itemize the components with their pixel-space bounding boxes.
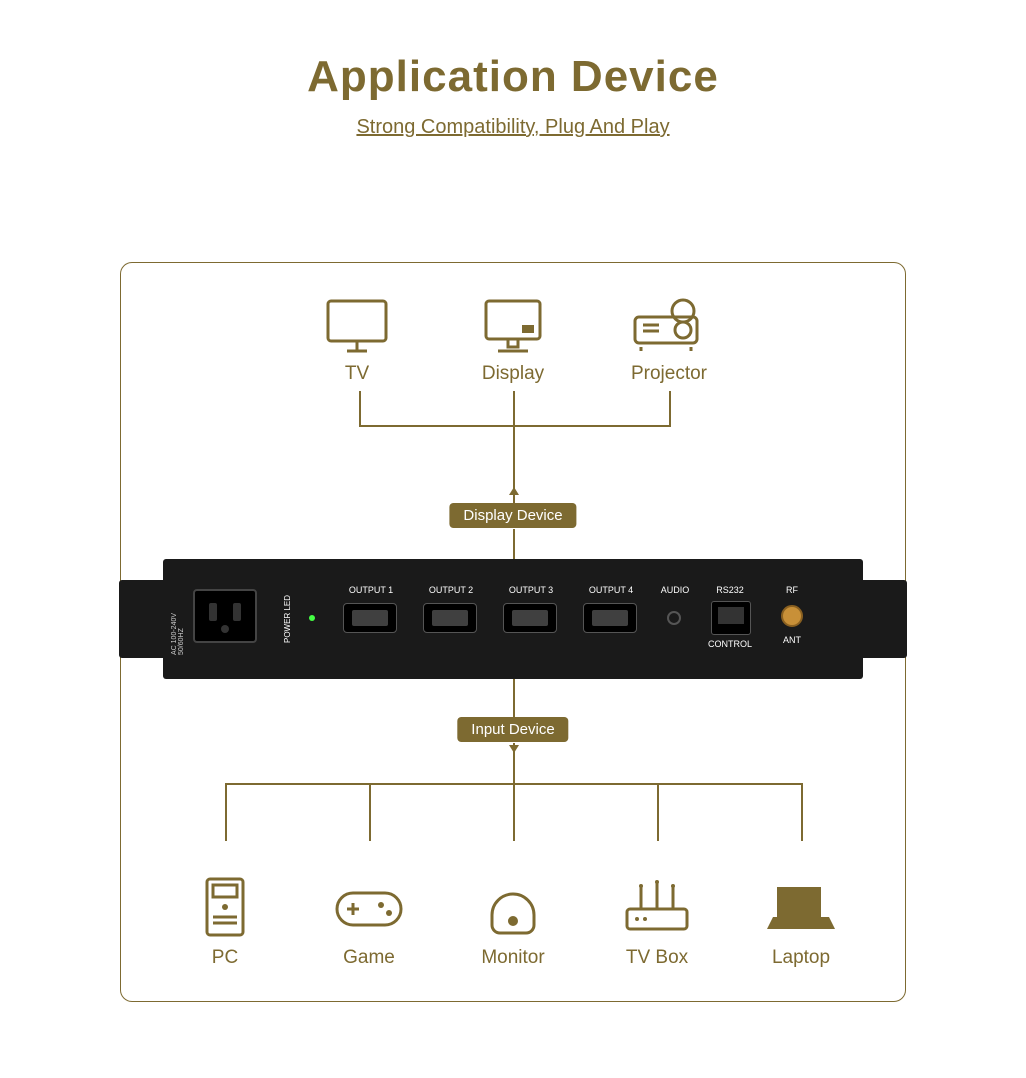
power-label: AC 100-240V 50/60HZ [171, 585, 185, 655]
device-image: AC 100-240V 50/60HZ POWER LED OUTPUT 1 O… [163, 559, 863, 679]
rf-label: RF [777, 585, 807, 595]
game-icon [331, 875, 407, 941]
top-connector [121, 391, 905, 503]
tv-icon [322, 295, 392, 357]
input-laptop: Laptop [746, 875, 856, 969]
output-label: Projector [631, 363, 707, 385]
output-label: TV [345, 363, 369, 385]
input-label: PC [212, 947, 238, 969]
rj45-port [711, 601, 751, 635]
hdmi-port [423, 603, 477, 633]
badge-input-device: Input Device [457, 717, 568, 742]
power-led [309, 615, 315, 621]
input-label: Game [343, 947, 395, 969]
page-title: Application Device [0, 52, 1026, 102]
input-pc: PC [170, 875, 280, 969]
hdmi-label: OUTPUT 1 [341, 585, 401, 595]
hdmi-label: OUTPUT 3 [501, 585, 561, 595]
output-projector: Projector [614, 295, 724, 385]
page-subtitle: Strong Compatibility, Plug And Play [0, 116, 1026, 139]
output-display: Display [458, 295, 568, 385]
rf-connector [781, 605, 803, 627]
hdmi-label: OUTPUT 2 [421, 585, 481, 595]
device-ear-right [863, 580, 907, 658]
audio-label: AUDIO [655, 585, 695, 595]
output-tv: TV [302, 295, 412, 385]
hdmi-port [583, 603, 637, 633]
line-device-to-badge-bot [513, 679, 515, 717]
laptop-icon [763, 875, 839, 941]
led-label: POWER LED [283, 591, 333, 647]
rs232-label: RS232 [705, 585, 755, 595]
input-label: TV Box [626, 947, 688, 969]
bottom-connector [121, 743, 905, 873]
monitor-icon [480, 875, 546, 941]
ant-label: ANT [777, 635, 807, 645]
device-ear-left [119, 580, 163, 658]
power-socket [193, 589, 257, 643]
hdmi-port [503, 603, 557, 633]
diagram-box: TV Display Projector [120, 262, 906, 1002]
input-label: Monitor [481, 947, 544, 969]
badge-display-device: Display Device [449, 503, 576, 528]
display-icon [478, 295, 548, 357]
pc-icon [195, 875, 255, 941]
hdmi-port [343, 603, 397, 633]
inputs-row: PC Game Monitor [121, 875, 905, 969]
audio-jack [667, 611, 681, 625]
control-label: CONTROL [705, 639, 755, 649]
input-label: Laptop [772, 947, 830, 969]
output-label: Display [482, 363, 544, 385]
input-game: Game [314, 875, 424, 969]
tvbox-icon [619, 875, 695, 941]
line-badge-to-device-top [513, 529, 515, 559]
input-monitor: Monitor [458, 875, 568, 969]
hdmi-label: OUTPUT 4 [581, 585, 641, 595]
input-tvbox: TV Box [602, 875, 712, 969]
outputs-row: TV Display Projector [121, 295, 905, 385]
projector-icon [629, 295, 709, 357]
